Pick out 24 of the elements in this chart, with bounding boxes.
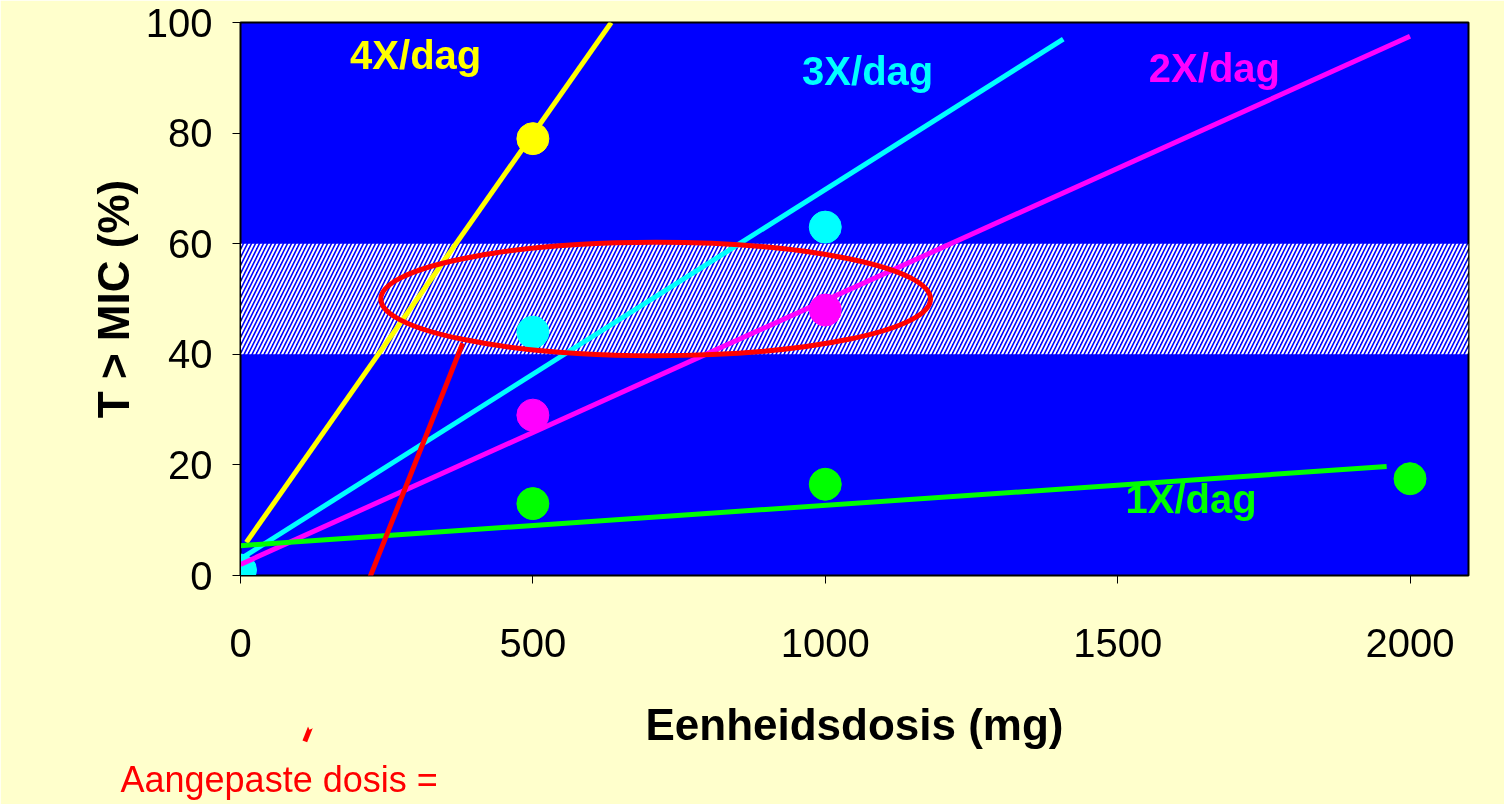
series-label: 1X/dag (1125, 476, 1257, 521)
x-tick-label: 1000 (780, 620, 870, 665)
x-tick-label: 2000 (1365, 620, 1455, 665)
y-tick-label: 80 (168, 111, 213, 156)
y-tick-label: 40 (168, 332, 213, 377)
point (516, 487, 550, 521)
text: Aangepaste dosis = (120, 758, 438, 800)
point (808, 467, 842, 501)
x-tick-label: 0 (229, 620, 252, 665)
y-tick-label: 0 (190, 553, 213, 598)
x-axis-title: Eenheidsdosis (mg) (645, 699, 1064, 749)
point (516, 315, 550, 349)
x-tick-label: 1500 (1073, 620, 1163, 665)
y-tick-label: 20 (168, 442, 213, 487)
y-axis-title: T > MIC (%) (88, 179, 138, 419)
x-tick-label: 500 (499, 620, 567, 665)
point (1393, 462, 1427, 496)
point (808, 210, 842, 244)
point (516, 398, 550, 432)
y-tick-label: 60 (168, 221, 213, 266)
series-label: 4X/dag (350, 32, 482, 77)
series-label: 2X/dag (1148, 46, 1281, 91)
y-tick-label: 100 (145, 0, 213, 45)
series-label: 3X/dag (802, 49, 934, 94)
